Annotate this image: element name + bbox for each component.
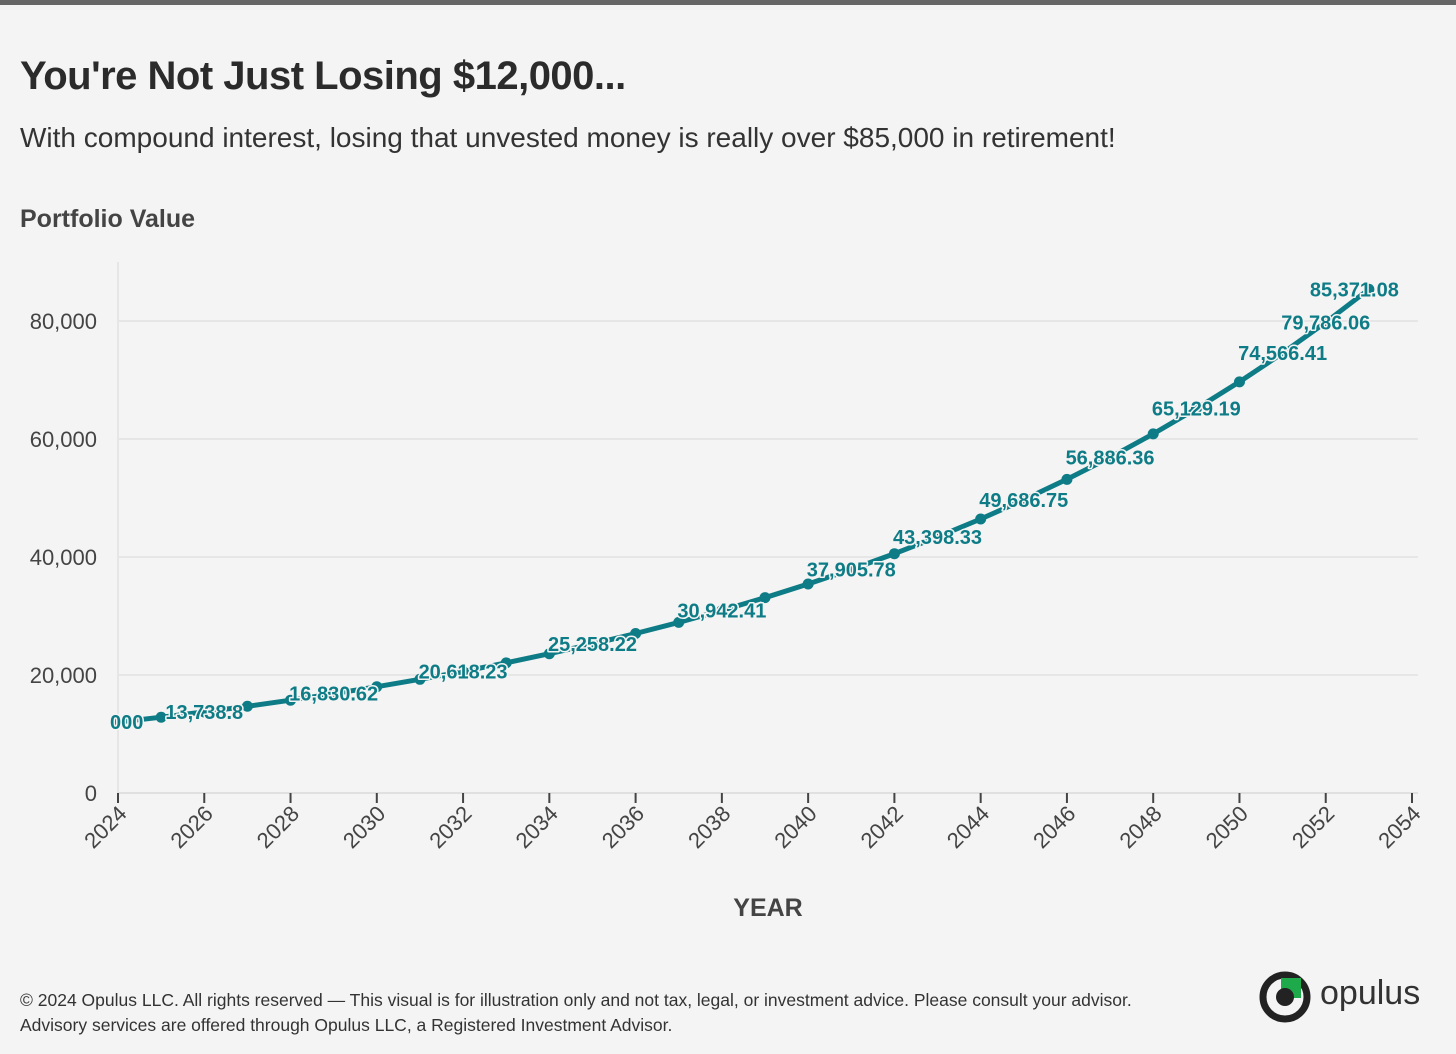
y-axis-title: Portfolio Value [20,205,196,233]
data-label: 49,686.75 [979,490,1068,512]
chart-subtitle: With compound interest, losing that unve… [20,122,1116,153]
x-tick-label: 2054 [1373,801,1425,853]
gridlines [118,320,1418,676]
data-points [112,283,1375,728]
x-tick-label: 2024 [79,801,131,853]
data-label: 56,886.36 [1066,447,1155,469]
data-point [1277,347,1289,359]
x-tick-label: 2040 [769,801,821,853]
data-point [285,694,297,706]
x-tick-label: 2032 [424,801,476,853]
data-label: 16,830.62 [289,684,378,706]
data-label: 13,738.8 [165,702,243,724]
data-point [328,688,340,700]
data-label: 65,129.19 [1152,399,1241,421]
data-point [112,716,124,728]
data-point [1363,283,1375,295]
x-tick-label: 2044 [942,801,994,853]
data-label: 30,942.41 [677,600,766,622]
data-label: 43,398.33 [893,527,982,549]
opulus-logo: opulus [1258,968,1448,1026]
opulus-logo-icon [1259,971,1311,1023]
data-point [155,711,167,723]
data-point [802,578,814,590]
data-point [845,563,857,575]
data-point [1233,376,1245,388]
footer-line-2: Advisory services are offered through Op… [20,1015,673,1035]
data-point [759,592,771,604]
series-line-layer [115,286,1372,725]
y-tick-label: 80,000 [30,309,97,334]
y-tick-label: 20,000 [30,663,97,688]
x-tick-label: 2042 [856,801,908,853]
data-point [371,681,383,693]
x-tick-label: 2036 [597,801,649,853]
x-tick-label: 2038 [683,801,735,853]
data-point [414,673,426,685]
x-axis-title: YEAR [733,894,802,922]
data-point [673,616,685,628]
data-point [1061,473,1073,485]
chart-title: You're Not Just Losing $12,000... [20,54,626,98]
data-label: 20,618.23 [419,661,508,683]
data-label: 85,371.08 [1310,279,1399,301]
x-tick-label: 2026 [166,801,218,853]
data-point [457,665,469,677]
top-border [0,0,1456,5]
data-point [543,648,555,660]
x-tick-label: 2048 [1114,801,1166,853]
data-label: 74,566.41 [1238,343,1327,365]
data-label: 79,786.06 [1281,312,1370,334]
data-point [1147,428,1159,440]
y-tick-label: 40,000 [30,545,97,570]
x-tick-label: 2030 [338,801,390,853]
data-label: 37,905.78 [807,559,896,581]
x-tick-label: 2052 [1287,801,1339,853]
x-tick-label: 2050 [1201,801,1253,853]
data-point [1018,494,1030,506]
opulus-logo-text: opulus [1320,974,1421,1012]
x-tick-label: 2046 [1028,801,1080,853]
data-label: 25,258.22 [548,634,637,656]
footer-line-1: © 2024 Opulus LLC. All rights reserved —… [20,990,1132,1010]
data-point [1104,451,1116,463]
data-point [1190,403,1202,415]
data-point [500,657,512,669]
series-line [115,286,1372,725]
data-point [198,706,210,718]
data-labels: 000 13,738.8 16,830.62 20,618.23 25,258.22 30… [109,278,1401,736]
footer-disclaimer: © 2024 Opulus LLC. All rights reserved —… [20,988,1132,1038]
data-point [716,604,728,616]
data-point [586,638,598,650]
data-point [932,531,944,543]
portfolio-value-chart: 0 20,000 40,000 60,000 80,000 2024 2026 2028 203… [30,262,1426,922]
data-point [241,700,253,712]
x-tick-label: 2034 [511,801,563,853]
data-point [1320,316,1332,328]
y-tick-label: 0 [85,781,97,806]
y-tick-label: 60,000 [30,427,97,452]
x-tick-label: 2028 [252,801,304,853]
data-label: 000 [110,712,143,734]
data-point [630,628,642,640]
data-point [888,548,900,560]
data-point [975,513,987,525]
